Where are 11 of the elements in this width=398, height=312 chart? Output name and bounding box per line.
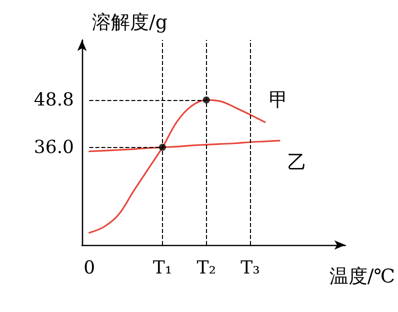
y-tick-label: 48.8 (34, 89, 74, 110)
y-tick-label: 36.0 (34, 136, 74, 158)
x-tick-label: T₁ (152, 258, 172, 278)
x-tick-label: T₂ (196, 258, 216, 278)
series-label: 乙 (288, 152, 307, 174)
series-label: 甲 (268, 89, 288, 112)
y-axis-title: 溶解度/g (92, 12, 168, 34)
x-axis-title: 温度/℃ (329, 266, 395, 288)
x-tick-label: 0 (84, 258, 96, 278)
line-series (88, 140, 280, 152)
x-tick-label: T₃ (240, 258, 260, 278)
